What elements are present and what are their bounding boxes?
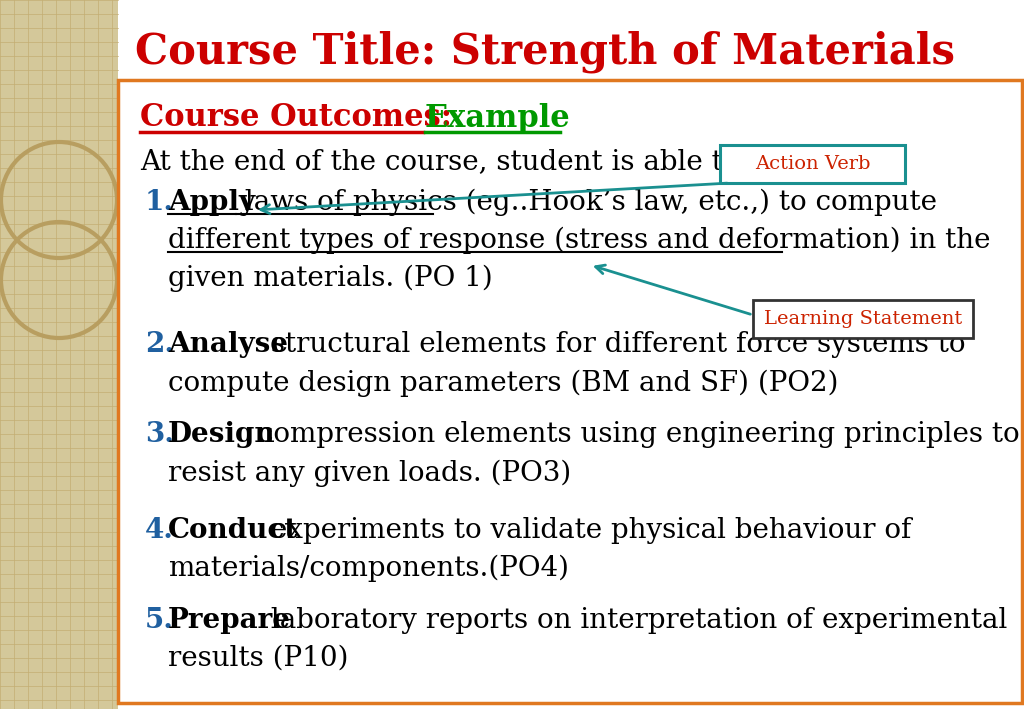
Text: experiments to validate physical behaviour of: experiments to validate physical behavio… (262, 516, 912, 544)
Text: Action Verb: Action Verb (755, 155, 870, 173)
Text: compression elements using engineering principles to: compression elements using engineering p… (249, 421, 1020, 449)
Text: Course Title: Strength of Materials: Course Title: Strength of Materials (135, 30, 955, 73)
Text: Apply: Apply (168, 189, 255, 216)
Text: laws of physics (eg..Hook’s law, etc.,) to compute: laws of physics (eg..Hook’s law, etc.,) … (236, 189, 937, 216)
Bar (118, 0, 1024, 709)
Text: 2.: 2. (145, 332, 174, 359)
Text: Learning Statement: Learning Statement (764, 310, 963, 328)
Text: different types of response (stress and deformation) in the: different types of response (stress and … (168, 226, 990, 254)
Text: Prepare: Prepare (168, 606, 291, 634)
Bar (753, 300, 973, 338)
Bar (118, 80, 1022, 703)
Bar (0, 0, 118, 709)
Text: At the end of the course, student is able to:: At the end of the course, student is abl… (140, 148, 749, 176)
Text: given materials. (PO 1): given materials. (PO 1) (168, 264, 493, 291)
Text: Conduct: Conduct (168, 516, 298, 544)
Text: laboratory reports on interpretation of experimental: laboratory reports on interpretation of … (262, 606, 1008, 634)
Text: materials/components.(PO4): materials/components.(PO4) (168, 554, 569, 581)
Text: compute design parameters (BM and SF) (PO2): compute design parameters (BM and SF) (P… (168, 369, 839, 396)
Text: 5.: 5. (145, 606, 174, 634)
Text: Example: Example (425, 103, 570, 133)
Text: Design: Design (168, 421, 275, 449)
Text: 3.: 3. (145, 421, 174, 449)
Text: Analyse: Analyse (168, 332, 288, 359)
Text: structural elements for different force systems to: structural elements for different force … (262, 332, 966, 359)
Text: 4.: 4. (145, 516, 174, 544)
Text: 1.: 1. (145, 189, 174, 216)
Text: results (P10): results (P10) (168, 644, 348, 671)
Text: Course Outcomes:: Course Outcomes: (140, 103, 463, 133)
Bar (720, 145, 905, 183)
Text: resist any given loads. (PO3): resist any given loads. (PO3) (168, 459, 571, 486)
